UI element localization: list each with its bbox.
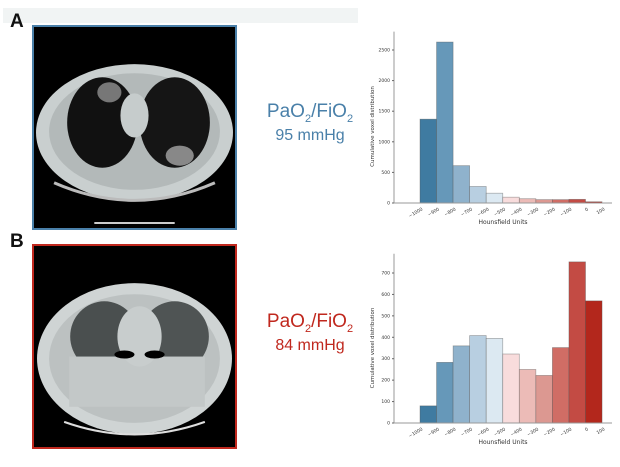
ratio-text: PaO [266, 101, 305, 122]
y-tick-label: 400 [381, 335, 390, 341]
x-tick-label: −1000 [408, 426, 424, 439]
x-tick-label: 0 [584, 426, 590, 433]
y-tick-label: 200 [381, 378, 390, 384]
x-tick-label: 0 [584, 206, 590, 213]
header-band [3, 8, 358, 23]
x-tick-label: −900 [427, 426, 441, 437]
x-tick-label: −400 [510, 206, 524, 217]
y-axis-label: Cumulative voxel distribution [370, 307, 376, 388]
histogram-bar [436, 41, 454, 204]
x-tick-label: −200 [543, 206, 557, 217]
x-tick-label: 100 [596, 206, 607, 216]
y-tick-label: 100 [381, 399, 390, 405]
ct-scan-image-a [32, 25, 237, 230]
x-tick-label: −600 [476, 426, 490, 437]
histogram-bar [518, 369, 537, 424]
ratio-subscript: 2 [346, 322, 354, 335]
ratio-value-a: 95 mmHg [275, 126, 345, 144]
x-axis-label: Hounsfield Units [478, 439, 527, 446]
x-tick-label: −100 [559, 426, 573, 437]
y-tick-label: 500 [381, 170, 390, 176]
histogram-bar [502, 353, 520, 424]
y-tick-label: 300 [381, 356, 390, 362]
panel-label-b: B [10, 231, 24, 252]
x-tick-label: −100 [559, 206, 573, 217]
histogram-bar [436, 362, 454, 424]
histogram-bar [469, 335, 487, 424]
histogram-bar [485, 338, 504, 424]
histogram-bar [469, 186, 487, 204]
x-tick-label: −200 [543, 426, 557, 437]
ratio-subscript: 2 [304, 112, 312, 125]
ratio-text: PaO [266, 311, 305, 332]
panel-label-a: A [10, 11, 24, 32]
histogram-bar [568, 261, 586, 424]
x-tick-label: −800 [443, 206, 457, 217]
histogram-bar [552, 199, 570, 204]
x-tick-label: −300 [526, 206, 540, 217]
y-tick-label: 2500 [379, 48, 391, 54]
x-tick-label: −900 [427, 206, 441, 217]
histogram-bar [485, 192, 504, 204]
histogram-bar [518, 198, 537, 204]
histogram-a: 0 500 1000 1500 2000 2500 −1000 −900 −800 −700 −60… [360, 30, 620, 230]
x-tick-label: 100 [596, 426, 607, 436]
histogram-b: 0 100 200 300 400 500 600 700 −1000 −900 −800 −700−… [360, 250, 620, 450]
y-tick-label: 600 [381, 292, 390, 298]
y-tick-label: 2000 [379, 78, 391, 84]
y-tick-label: 1500 [379, 109, 391, 115]
x-tick-label: −600 [476, 206, 490, 217]
ratio-value-b: 84 mmHg [275, 336, 345, 354]
y-tick-label: 0 [387, 201, 390, 207]
histogram-bar [502, 196, 520, 204]
x-tick-label: −1000 [408, 206, 424, 219]
ct-scan-image-b [32, 244, 237, 449]
y-axis-label: Cumulative voxel distribution [370, 86, 376, 167]
x-tick-label: −400 [510, 426, 524, 437]
histogram-bar [452, 165, 470, 204]
y-tick-label: 700 [381, 271, 390, 277]
x-tick-label: −300 [526, 426, 540, 437]
histogram-bar [552, 347, 570, 424]
y-tick-label: 500 [381, 313, 390, 319]
histogram-bar [419, 405, 437, 424]
x-tick-label: −500 [493, 426, 507, 437]
ratio-text: /FiO [311, 311, 347, 332]
histogram-bar [419, 118, 437, 204]
histogram-bar [568, 198, 586, 204]
ratio-subscript: 2 [346, 112, 354, 125]
x-tick-label: −700 [460, 206, 474, 217]
y-tick-label: 0 [387, 421, 390, 427]
histogram-bar [535, 199, 553, 204]
y-tick-label: 1000 [379, 139, 391, 145]
histogram-bar [585, 300, 603, 424]
x-tick-label: −700 [460, 426, 474, 437]
histogram-bar [535, 375, 553, 424]
ratio-subscript: 2 [304, 322, 312, 335]
pao2-fio2-ratio-b: PaO2/FiO2 84 mmHg [255, 311, 365, 355]
x-tick-label: −500 [493, 206, 507, 217]
pao2-fio2-ratio-a: PaO2/FiO2 95 mmHg [255, 101, 365, 145]
x-tick-label: −800 [443, 426, 457, 437]
ratio-text: /FiO [311, 101, 347, 122]
x-axis-label: Hounsfield Units [478, 219, 527, 226]
histogram-bar [452, 345, 470, 424]
